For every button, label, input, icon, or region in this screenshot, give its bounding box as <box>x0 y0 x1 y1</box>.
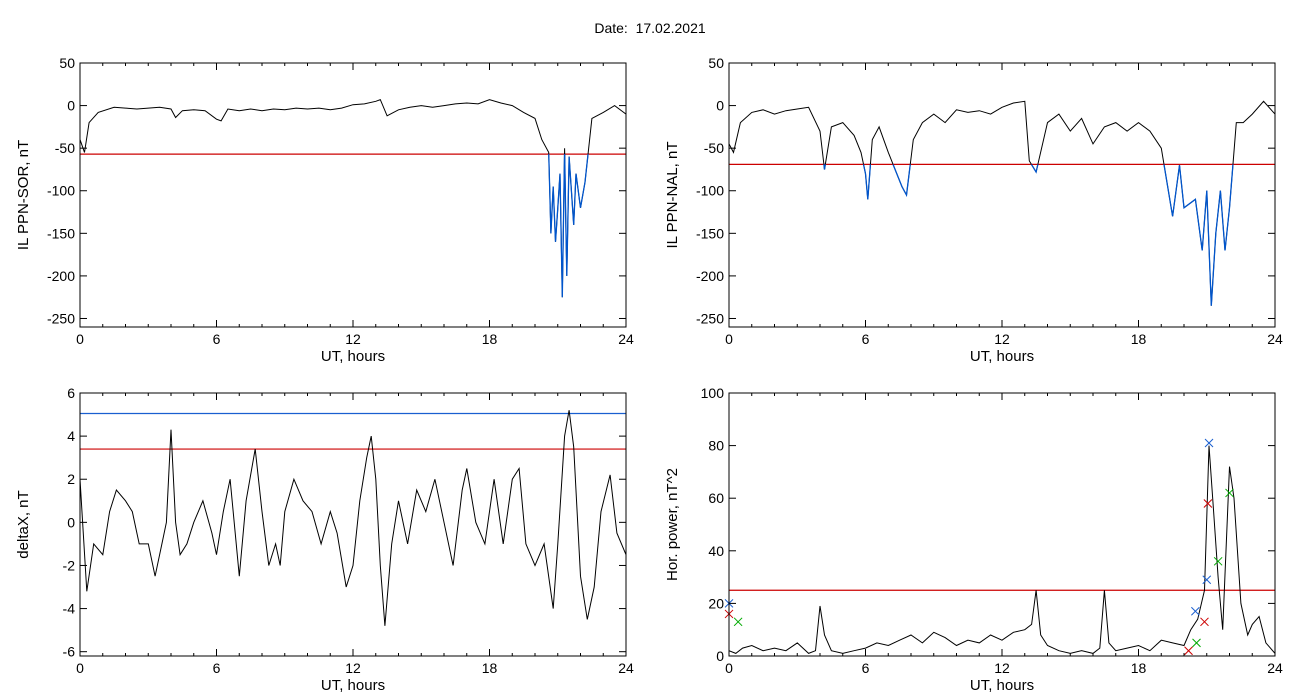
y-tick-label: 50 <box>59 55 75 71</box>
x-tick-label: 24 <box>1267 331 1283 347</box>
y-tick-label: -250 <box>696 310 724 326</box>
y-tick-label: 0 <box>716 648 724 664</box>
y-tick-label: -50 <box>55 140 75 156</box>
y-tick-label: 80 <box>708 438 724 454</box>
y-tick-label: 40 <box>708 543 724 559</box>
x-tick-label: 0 <box>76 660 84 676</box>
plot-frame <box>728 62 1276 328</box>
data-marker <box>1191 606 1200 616</box>
x-axis-label: UT, hours <box>970 348 1034 365</box>
y-tick-label: -250 <box>47 310 75 326</box>
x-tick-label: 12 <box>994 331 1010 347</box>
series-line-highlight <box>823 164 1234 306</box>
y-tick-label: 4 <box>67 428 75 444</box>
y-tick-label: -100 <box>47 183 75 199</box>
x-tick-label: 6 <box>862 660 870 676</box>
x-tick-label: 12 <box>345 660 361 676</box>
data-marker <box>1203 499 1213 508</box>
y-axis-label: IL PPN-SOR, nT <box>15 140 32 250</box>
y-tick-label: -150 <box>696 225 724 241</box>
data-marker <box>1213 556 1223 566</box>
x-tick-label: 24 <box>1267 660 1283 676</box>
series-line <box>80 98 626 298</box>
y-tick-label: 0 <box>67 514 75 530</box>
y-tick-label: -200 <box>47 268 75 284</box>
y-tick-label: 20 <box>708 595 724 611</box>
plot-frame <box>79 392 627 657</box>
panel-bottom-left: 0 6 12 18 24 6 4 2 0 -2 -4 -6 UT, hours deltaX, nT <box>15 385 634 694</box>
y-tick-label: -50 <box>704 140 724 156</box>
y-tick-label: 2 <box>67 471 75 487</box>
data-marker <box>733 617 743 627</box>
x-tick-label: 18 <box>1131 660 1147 676</box>
series-line <box>729 100 1275 306</box>
data-marker <box>1225 488 1234 498</box>
y-tick-label: 6 <box>67 385 75 401</box>
y-tick-label: -100 <box>696 183 724 199</box>
x-tick-label: 6 <box>862 331 870 347</box>
x-tick-label: 24 <box>618 331 634 347</box>
page-title: Date: 17.02.2021 <box>594 20 706 36</box>
plot-frame <box>728 392 1276 657</box>
y-tick-label: 60 <box>708 490 724 506</box>
x-tick-label: 18 <box>1131 331 1147 347</box>
y-axis-label: deltaX, nT <box>15 490 32 558</box>
x-tick-label: 12 <box>994 660 1010 676</box>
y-tick-label: 50 <box>708 55 724 71</box>
panel-top-right: 0 6 12 18 24 50 0 -50 -100 -150 -200 -250 UT, hours I… <box>664 55 1283 365</box>
data-marker <box>1204 438 1214 448</box>
y-tick-label: -2 <box>63 557 76 573</box>
series-line-highlight <box>548 154 589 298</box>
y-tick-label: 100 <box>701 385 725 401</box>
y-axis-label: IL PPN-NAL, nT <box>664 142 681 249</box>
panel-top-left: 0 6 12 18 24 50 0 -50 -100 -150 -200 -250 UT, hours I… <box>15 55 634 365</box>
x-tick-label: 0 <box>76 331 84 347</box>
data-marker <box>1202 575 1212 585</box>
x-tick-label: 18 <box>482 331 498 347</box>
x-tick-label: 18 <box>482 660 498 676</box>
data-marker <box>1184 646 1193 656</box>
series-line <box>729 445 1275 654</box>
data-marker <box>1192 638 1201 648</box>
series-line <box>80 410 626 626</box>
x-tick-label: 0 <box>725 331 733 347</box>
y-axis-label: Hor. power, nT^2 <box>664 468 681 581</box>
y-tick-label: -6 <box>63 644 76 660</box>
y-tick-label: 0 <box>716 98 724 114</box>
x-axis-label: UT, hours <box>321 348 385 365</box>
y-tick-label: -150 <box>47 225 75 241</box>
y-tick-label: -4 <box>63 601 76 617</box>
x-tick-label: 6 <box>213 660 221 676</box>
x-axis-label: UT, hours <box>970 677 1034 694</box>
y-tick-label: 0 <box>67 98 75 114</box>
x-axis-label: UT, hours <box>321 677 385 694</box>
x-tick-label: 0 <box>725 660 733 676</box>
x-tick-label: 6 <box>213 331 221 347</box>
data-marker <box>1200 617 1209 627</box>
x-tick-label: 24 <box>618 660 634 676</box>
x-tick-label: 12 <box>345 331 361 347</box>
plot-frame <box>79 62 627 328</box>
y-tick-label: -200 <box>696 268 724 284</box>
panel-bottom-right: 0 6 12 18 24 100 80 60 40 20 0 UT, hours Hor. power,… <box>664 385 1283 694</box>
